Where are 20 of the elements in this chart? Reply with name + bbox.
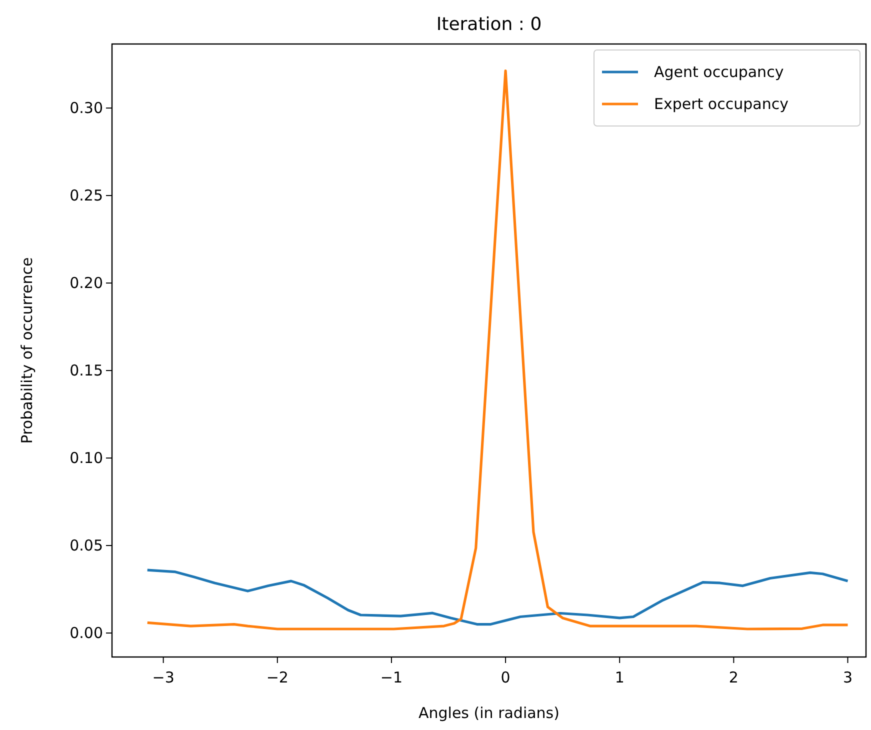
legend-label: Agent occupancy [654, 63, 784, 81]
legend-label: Expert occupancy [654, 95, 789, 113]
x-tick-label: 3 [842, 668, 853, 686]
x-tick-label: −1 [380, 668, 403, 686]
line-series [146, 568, 850, 626]
y-tick-label: 0.15 [70, 361, 103, 380]
y-tick-label: 0.05 [70, 536, 103, 554]
x-tick-label: 2 [728, 668, 738, 686]
y-tick-label: 0.25 [70, 186, 103, 204]
x-tick-label: 0 [500, 668, 510, 686]
y-tick-label: 0.30 [70, 98, 103, 117]
x-tick-label: −2 [266, 668, 288, 686]
y-tick-label: 0.10 [70, 448, 103, 467]
x-tick-label: −3 [152, 668, 174, 686]
y-axis-title: Probability of occurrence [18, 257, 36, 444]
x-axis-title: Angles (in radians) [418, 704, 560, 722]
x-tick-label: 1 [614, 668, 624, 686]
y-tick-label: 0.00 [70, 624, 103, 642]
chart-title: Iteration : 0 [436, 14, 542, 35]
y-tick-label: 0.20 [70, 274, 103, 292]
